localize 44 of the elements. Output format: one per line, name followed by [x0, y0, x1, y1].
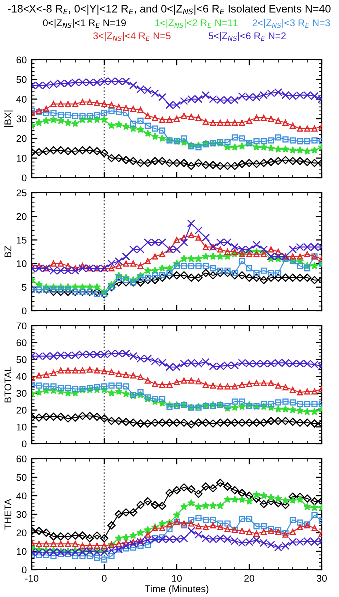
- y-tick-label: 70: [16, 322, 27, 330]
- y-tick-label: 10: [17, 424, 27, 431]
- x-tick-label: -10: [25, 575, 39, 582]
- y-tick-label: 0: [22, 566, 27, 574]
- y-tick-label: 20: [16, 530, 27, 537]
- text: 1<|Z$_{NS}$|<2 R$_{E}$ N=11: [156, 19, 238, 28]
- y-tick-label: 50: [16, 76, 27, 84]
- y-axis-title: BTOTAL: [4, 366, 12, 403]
- chart-title: -18<X<-8 R$_{E}$, 0<|Y|<12 R$_{E}$, and 0<|Z$_{NS}$|<6 R$_{E}$ Isolated Events N=40: [8, 4, 331, 15]
- text: 3<|Z$_{NS}$|<4 R$_{E}$ N=5: [93, 32, 171, 42]
- x-axis-title: Time (Minutes): [144, 585, 209, 594]
- y-tick-label: 10: [17, 548, 27, 556]
- y-tick-label: 25: [16, 190, 27, 197]
- y-axis-title: |BX|: [4, 110, 14, 128]
- y-tick-label: 0: [22, 440, 27, 448]
- y-tick-label: 20: [16, 135, 27, 142]
- x-tick-label: 0: [102, 575, 107, 582]
- text: 0<|Z$_{NS}$|<1 R$_{E}$ N=19: [43, 19, 126, 28]
- y-axis-title: THETA: [4, 498, 12, 530]
- y-tick-label: 40: [16, 492, 27, 500]
- y-tick-label: 0: [22, 174, 27, 182]
- y-tick-label: 10: [17, 260, 27, 268]
- y-tick-label: 15: [17, 237, 27, 244]
- y-tick-label: 40: [16, 373, 27, 380]
- y-tick-label: 20: [16, 213, 27, 220]
- y-axis-title: BZ: [4, 246, 12, 258]
- y-tick-label: 50: [16, 474, 27, 482]
- y-tick-label: 60: [16, 340, 27, 346]
- text: 5<|Z$_{NS}$|<6 R$_{E}$ N=2: [208, 32, 286, 42]
- y-tick-label: 30: [16, 511, 27, 518]
- x-tick-label: 30: [316, 575, 328, 582]
- x-tick-label: 10: [172, 575, 182, 582]
- y-tick-label: 60: [16, 456, 27, 463]
- y-tick-label: 30: [16, 390, 27, 398]
- y-tick-label: 0: [22, 308, 27, 315]
- y-tick-label: 10: [17, 155, 27, 162]
- y-tick-label: 50: [16, 356, 27, 364]
- text: 2<|Z$_{NS}$|<3 R$_{E}$ N=3: [252, 19, 330, 28]
- y-tick-label: 30: [16, 116, 27, 123]
- y-tick-label: 60: [16, 56, 27, 64]
- x-tick-label: 20: [244, 575, 255, 582]
- y-tick-label: 20: [16, 407, 27, 414]
- y-tick-label: 40: [16, 96, 27, 103]
- y-tick-label: 5: [22, 284, 27, 292]
